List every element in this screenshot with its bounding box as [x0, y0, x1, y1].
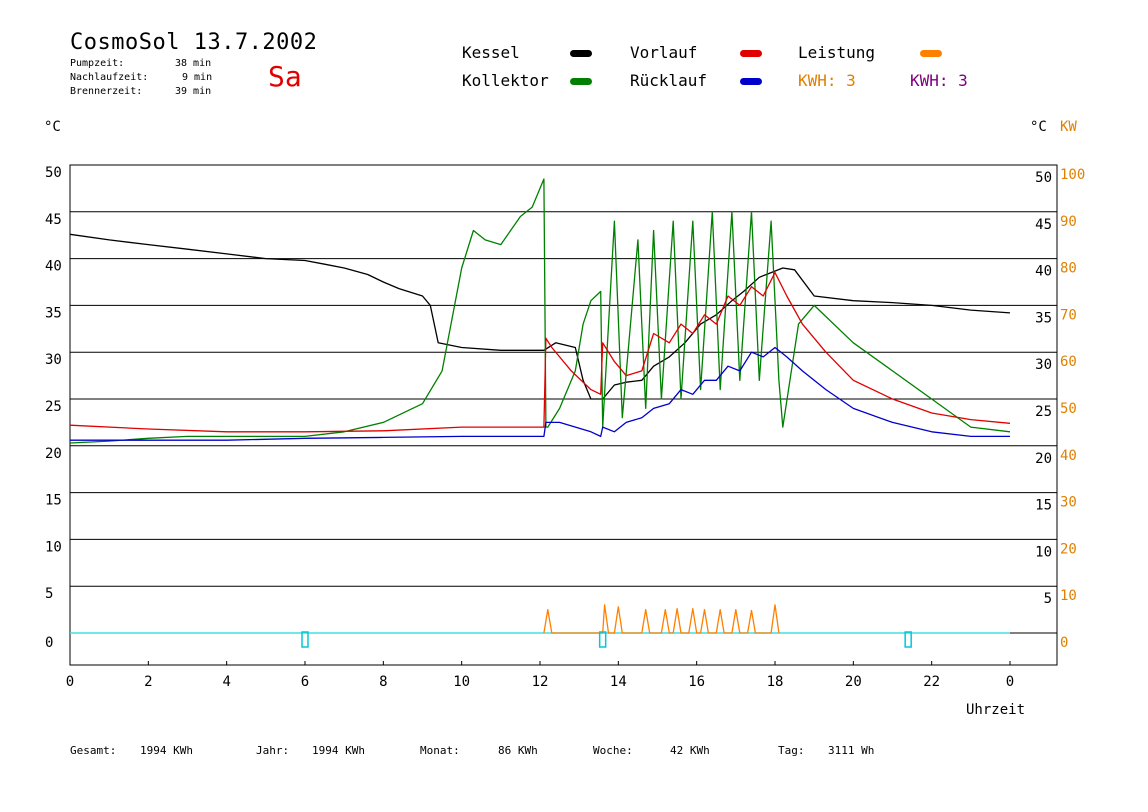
chart-grid	[69, 164, 1058, 666]
footer-monat-label: Monat:	[420, 744, 460, 757]
y-right-c-tick-label: 10	[1035, 544, 1052, 560]
legend-leistung-swatch	[920, 50, 942, 57]
y-left-tick-label: 50	[45, 165, 62, 181]
right-axis-unit-kw: KW	[1060, 119, 1077, 135]
chart-ticks: 0510152025303540455051015202530354045500…	[45, 165, 1085, 690]
x-tick-label: 14	[610, 674, 627, 690]
y-left-tick-label: 40	[45, 259, 62, 275]
footer-tag-value: 3111 Wh	[828, 744, 875, 757]
footer-monat-value: 86 KWh	[498, 744, 538, 757]
stat-nachlaufzeit-label: Nachlaufzeit:	[70, 72, 149, 83]
series-line-vorlauf	[69, 271, 1011, 433]
x-tick-label: 22	[923, 674, 940, 690]
footer-jahr-label: Jahr:	[256, 744, 290, 757]
x-tick-label: 12	[532, 674, 549, 690]
legend-kollektor-swatch	[570, 78, 592, 85]
baseline-marker	[301, 631, 309, 648]
footer-woche-value: 42 KWh	[670, 744, 710, 757]
y-right-c-tick-label: 15	[1035, 498, 1052, 514]
legend-kollektor-label: Kollektor	[462, 71, 549, 90]
y-right-kw-tick-label: 10	[1060, 588, 1077, 604]
y-left-tick-label: 10	[45, 539, 62, 555]
chart-plot	[69, 178, 1011, 648]
x-tick-label: 8	[379, 674, 387, 690]
y-left-tick-label: 45	[45, 212, 62, 228]
y-right-c-tick-label: 45	[1035, 217, 1052, 233]
x-tick-label: 4	[222, 674, 230, 690]
y-right-c-tick-label: 20	[1035, 451, 1052, 467]
y-left-tick-label: 30	[45, 352, 62, 368]
y-right-kw-tick-label: 70	[1060, 307, 1077, 323]
x-tick-label: 6	[301, 674, 309, 690]
x-tick-label: 2	[144, 674, 152, 690]
y-right-kw-tick-label: 40	[1060, 448, 1077, 464]
legend-leistung-label: Leistung	[798, 43, 876, 62]
y-right-c-tick-label: 35	[1035, 310, 1052, 326]
chart-title: CosmoSol 13.7.2002	[70, 30, 318, 55]
x-tick-label: 10	[453, 674, 470, 690]
x-axis-label: Uhrzeit	[966, 702, 1026, 718]
stat-pumpzeit-value: 38 min	[175, 58, 212, 69]
stat-brennerzeit-value: 39 min	[175, 86, 212, 97]
y-left-tick-label: 35	[45, 305, 62, 321]
stat-nachlaufzeit-value: 9 min	[182, 72, 213, 83]
legend-kwh1: KWH: 3	[798, 71, 856, 90]
y-left-tick-label: 15	[45, 493, 62, 509]
stat-pumpzeit-label: Pumpzeit:	[70, 58, 125, 69]
y-right-kw-tick-label: 90	[1060, 214, 1077, 230]
y-right-kw-tick-label: 50	[1060, 401, 1077, 417]
y-right-kw-tick-label: 80	[1060, 261, 1077, 277]
legend-kwh2: KWH: 3	[910, 71, 968, 90]
series-line-leistung	[543, 604, 780, 634]
y-right-c-tick-label: 25	[1035, 404, 1052, 420]
y-left-tick-label: 20	[45, 446, 62, 462]
legend-kessel-swatch	[570, 50, 592, 57]
y-right-kw-tick-label: 30	[1060, 495, 1077, 511]
y-right-c-tick-label: 5	[1044, 591, 1052, 607]
legend-ruecklauf-swatch	[740, 78, 762, 85]
series-line-r-cklauf	[70, 346, 1010, 441]
footer-gesamt-value: 1994 KWh	[140, 744, 193, 757]
series-line-kessel	[69, 233, 1011, 400]
footer-tag-label: Tag:	[778, 744, 805, 757]
legend-ruecklauf-label: Rücklauf	[630, 71, 708, 90]
y-right-c-tick-label: 50	[1035, 170, 1052, 186]
x-tick-label: 0	[66, 674, 74, 690]
y-right-c-tick-label: 30	[1035, 357, 1052, 373]
x-tick-label: 18	[767, 674, 784, 690]
stat-brennerzeit-label: Brennerzeit:	[70, 86, 143, 97]
x-tick-label: 0	[1006, 674, 1014, 690]
baseline-marker	[904, 631, 912, 648]
y-left-tick-label: 5	[45, 586, 53, 602]
footer-gesamt-label: Gesamt:	[70, 744, 117, 757]
legend-vorlauf-swatch	[740, 50, 762, 57]
legend-kessel-label: Kessel	[462, 43, 520, 62]
weekday-label: Sa	[268, 60, 302, 93]
footer-jahr-value: 1994 KWh	[312, 744, 365, 757]
y-right-kw-tick-label: 0	[1060, 635, 1068, 651]
y-right-c-tick-label: 40	[1035, 264, 1052, 280]
left-axis-unit: °C	[44, 119, 61, 135]
right-axis-unit-c: °C	[1030, 119, 1047, 135]
y-left-tick-label: 25	[45, 399, 62, 415]
legend-vorlauf-label: Vorlauf	[630, 43, 698, 62]
y-right-kw-tick-label: 60	[1060, 354, 1077, 370]
y-right-kw-tick-label: 100	[1060, 167, 1085, 183]
plot-frame	[69, 164, 1058, 666]
baseline-marker	[598, 631, 607, 648]
footer-woche-label: Woche:	[593, 744, 633, 757]
y-left-tick-label: 0	[45, 635, 53, 651]
y-right-kw-tick-label: 20	[1060, 541, 1077, 557]
series-line-kollektor	[69, 178, 1011, 444]
x-tick-label: 20	[845, 674, 862, 690]
x-tick-label: 16	[688, 674, 705, 690]
